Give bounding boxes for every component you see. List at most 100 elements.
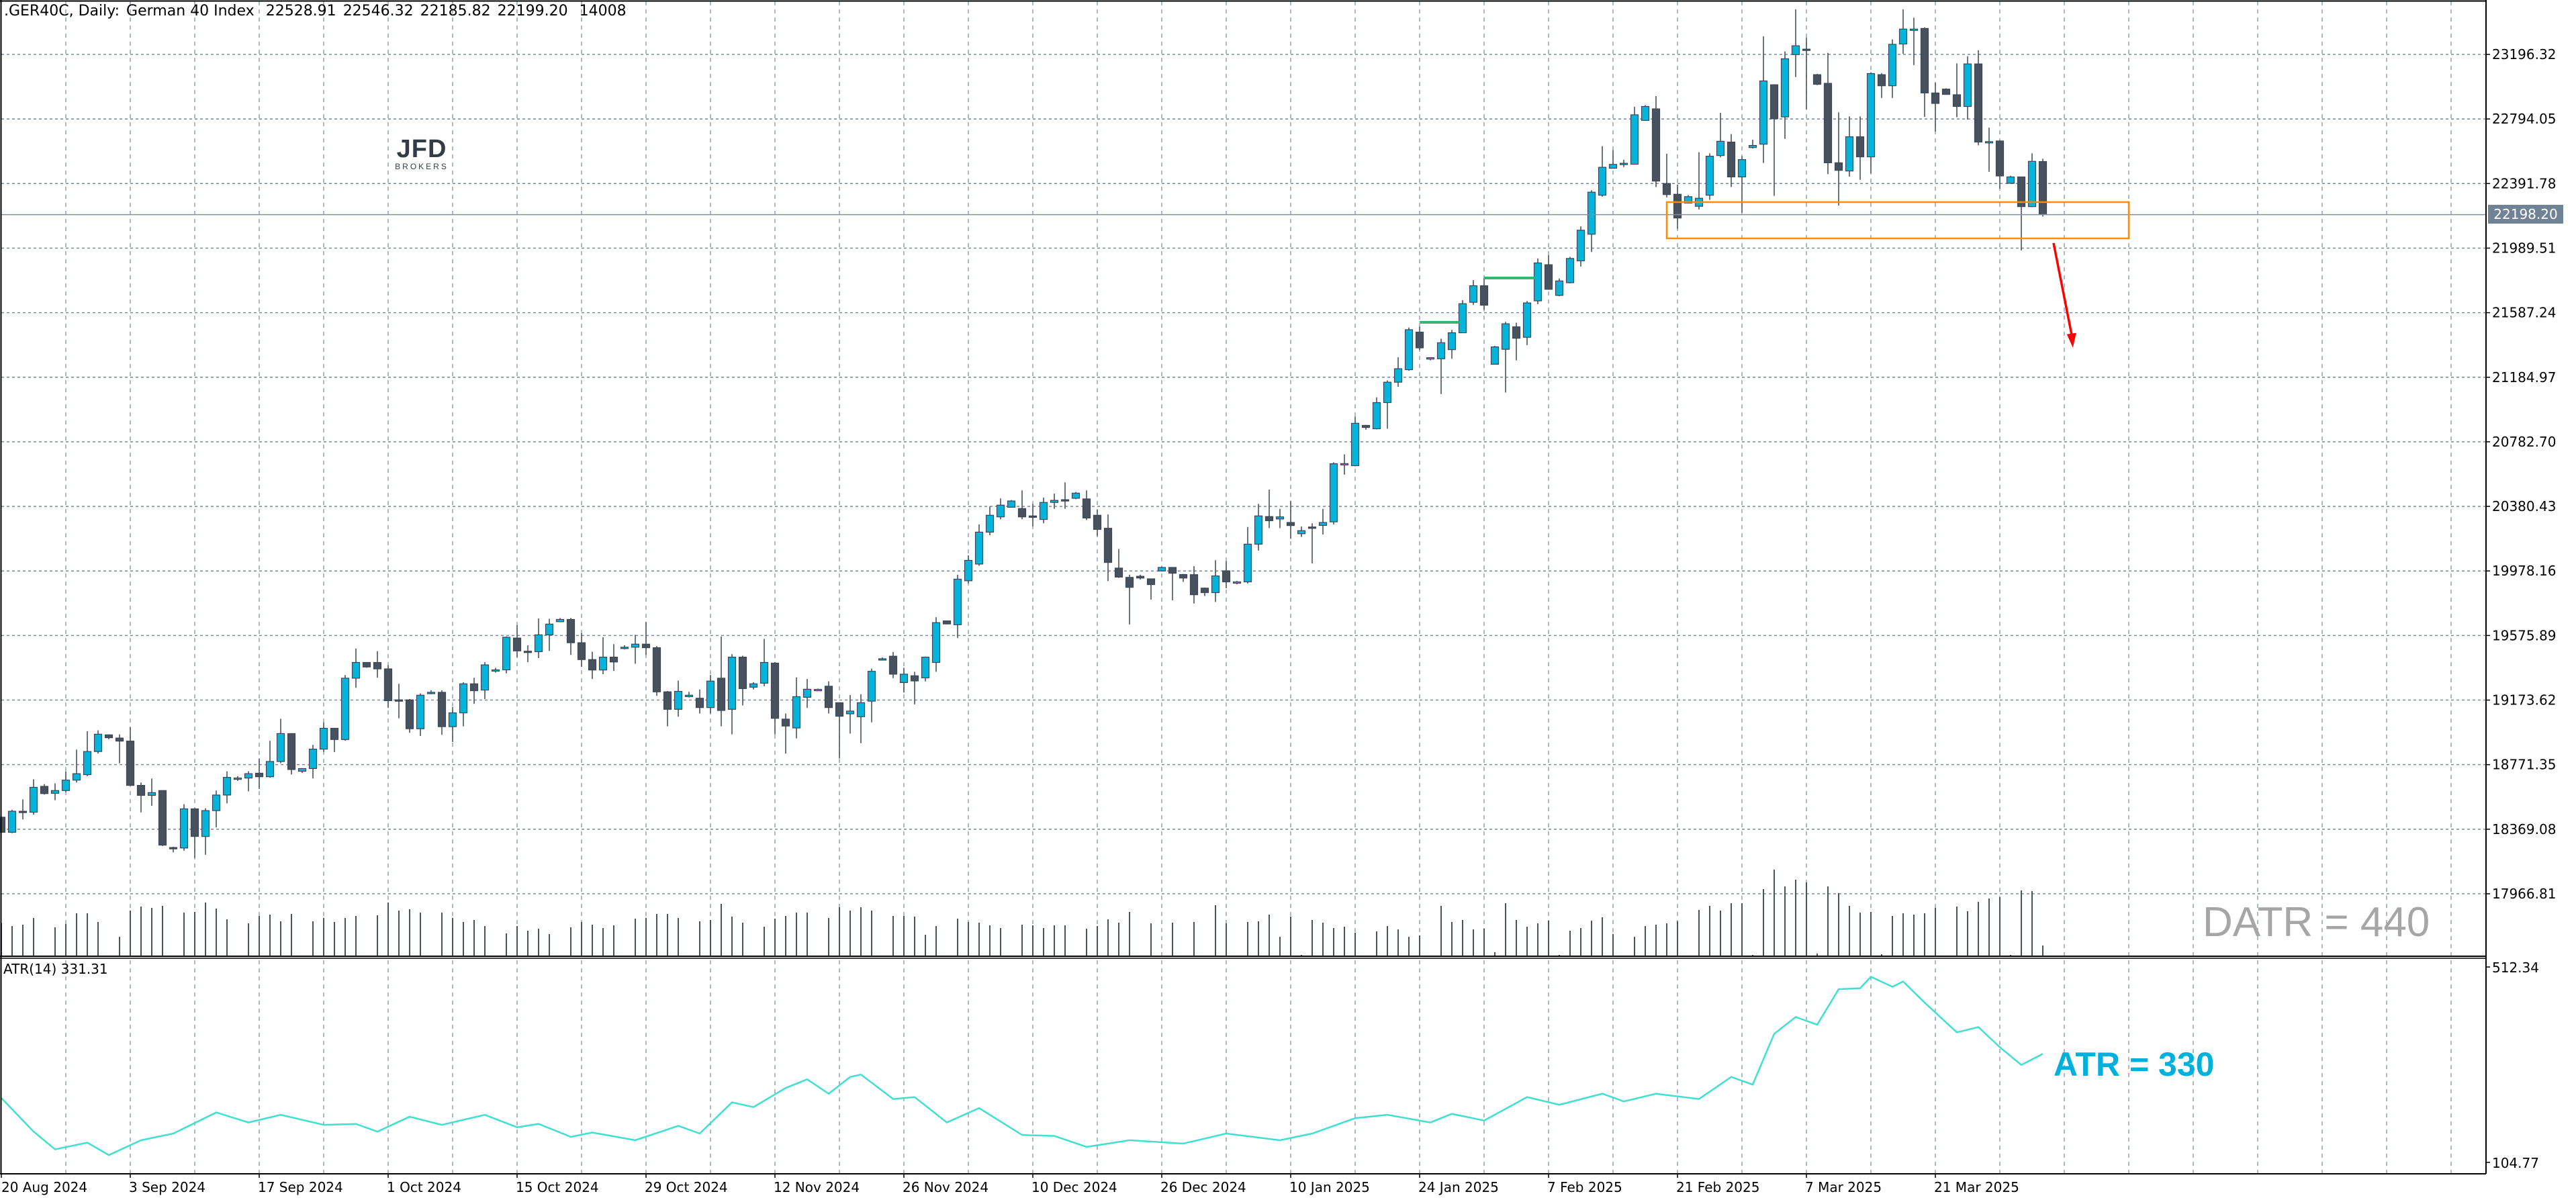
bullish-candle-body (1866, 73, 1876, 158)
bearish-candle-body (1264, 516, 1274, 522)
candle (459, 682, 468, 727)
candle (674, 680, 683, 717)
atr-indicator-label: ATR(14) 331.31 (3, 961, 108, 977)
candle (1179, 573, 1188, 582)
candle (1136, 574, 1145, 580)
date-axis-label: 17 Sep 2024 (258, 1179, 343, 1195)
candle (953, 574, 962, 639)
candle (749, 682, 758, 690)
bearish-candle-body (942, 620, 952, 625)
candle (1598, 146, 1607, 197)
bullish-candle-body (1716, 140, 1725, 156)
candle (942, 620, 952, 625)
candle (1931, 83, 1940, 132)
candle (426, 690, 436, 694)
candle (136, 782, 146, 813)
bullish-candle-body (351, 661, 361, 679)
candle (1802, 38, 1811, 109)
candle (448, 706, 457, 743)
candle (222, 771, 232, 804)
candle (1060, 482, 1070, 509)
downward-arrow-shaft (2052, 242, 2074, 342)
bullish-candle-body (222, 777, 232, 796)
bullish-candle-body (1350, 422, 1360, 467)
bearish-candle-body (1512, 326, 1521, 339)
bullish-candle-body (416, 694, 425, 729)
candle (1211, 560, 1220, 602)
candle (276, 719, 285, 764)
bullish-candle-body (319, 727, 328, 750)
volume-bars (1, 870, 2043, 957)
bullish-candle-body (50, 790, 60, 794)
price-axis-label: 22794.05 (2492, 111, 2556, 127)
date-axis-label: 12 Nov 2024 (774, 1179, 860, 1195)
bullish-candle-body (1254, 515, 1263, 545)
candle (1866, 72, 1876, 174)
bullish-candle-body (1898, 28, 1908, 45)
atr-line (1, 976, 2043, 1156)
candle (1189, 566, 1199, 604)
bearish-candle-body (1544, 264, 1553, 290)
ohlc-high: 22546.32 (342, 3, 414, 19)
bearish-candle-body (888, 655, 898, 675)
bullish-candle-body (1963, 63, 1972, 107)
bullish-candle-body (1232, 581, 1242, 584)
candle (469, 678, 479, 704)
date-axis-label: 21 Mar 2025 (1934, 1179, 2019, 1195)
candle (1877, 73, 1886, 98)
bullish-candle-body (297, 768, 307, 772)
bullish-candle-body (974, 531, 984, 565)
candle (1028, 504, 1038, 527)
bullish-candle-body (1383, 381, 1392, 404)
bearish-candle-body (835, 702, 844, 717)
bearish-candle-body (1415, 331, 1424, 349)
candle (1662, 154, 1671, 198)
bullish-candle-body (985, 514, 995, 533)
candle (1200, 587, 1209, 596)
candle (1114, 549, 1123, 578)
bearish-candle-body (1286, 522, 1295, 526)
logo-text: JFD (396, 135, 447, 163)
candle (405, 699, 414, 733)
bullish-candle-body (684, 694, 694, 698)
date-axis-label: 21 Feb 2025 (1676, 1179, 1759, 1195)
ohlc-close: 22199.20 (497, 3, 568, 19)
bullish-candle-body (749, 683, 758, 688)
candle (1361, 424, 1371, 430)
candle (1705, 153, 1714, 200)
price-axis-label: 21989.51 (2492, 240, 2556, 256)
bearish-candle-body (1995, 140, 2005, 177)
candle (1630, 106, 1639, 165)
candle (394, 684, 404, 719)
bullish-candle-body (93, 733, 103, 752)
candle (383, 665, 393, 708)
bullish-candle-body (2006, 176, 2015, 184)
chart-drawings[interactable] (1, 201, 2486, 348)
candle (534, 618, 543, 659)
candle (1157, 566, 1166, 571)
bullish-candle-body (1608, 164, 1618, 169)
candle (1372, 397, 1381, 430)
candle (1093, 509, 1102, 537)
candle (104, 734, 113, 739)
bullish-candle-body (83, 751, 92, 776)
bullish-candle-body (1318, 522, 1328, 526)
date-axis-label: 1 Oct 2024 (387, 1179, 461, 1195)
bearish-candle-body (1307, 526, 1317, 529)
bearish-candle-body (1877, 74, 1886, 87)
current-price-tag: 22198.20 (2488, 205, 2563, 224)
atr-axis-label: 512.34 (2492, 960, 2539, 976)
bearish-candle-body (1479, 285, 1489, 306)
candle (2038, 158, 2048, 217)
candle (2017, 176, 2026, 250)
candle (126, 727, 135, 786)
bearish-candle-body (40, 786, 49, 794)
candle (297, 768, 307, 773)
bullish-candle-body (1522, 302, 1532, 338)
bearish-candle-body (115, 737, 124, 742)
bearish-candle-body (405, 699, 414, 729)
candle (147, 778, 156, 806)
candle (577, 633, 586, 667)
